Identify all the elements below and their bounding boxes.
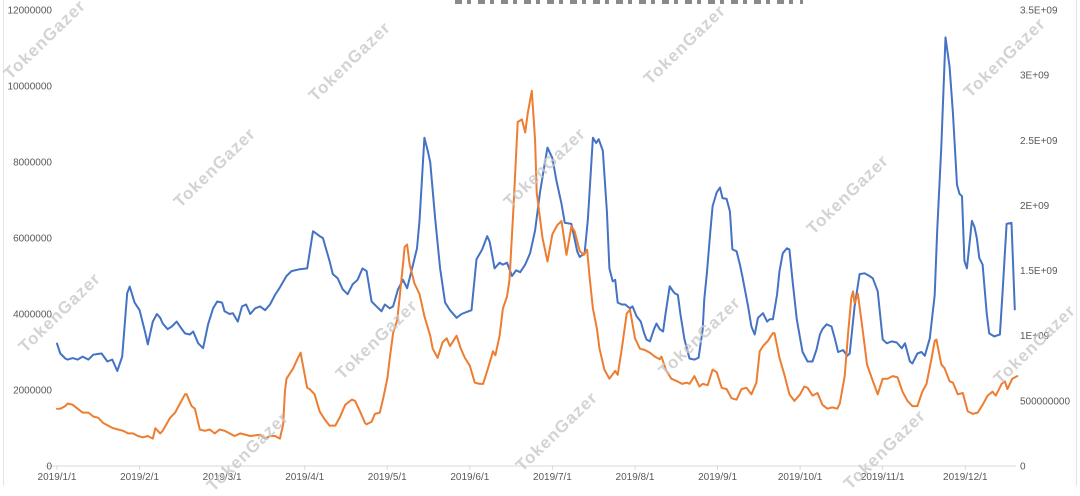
x-axis-label: 2019/9/1 — [698, 472, 737, 483]
y-axis-left-label: 8000000 — [13, 158, 52, 169]
y-axis-left-label: 12000000 — [8, 6, 53, 17]
x-axis-label: 2019/1/1 — [38, 472, 77, 483]
y-axis-right-label: 3E+09 — [1020, 71, 1050, 82]
x-axis-label: 2019/4/1 — [285, 472, 324, 483]
x-axis-label: 2019/12/1 — [943, 472, 988, 483]
y-axis-right-label: 2.5E+09 — [1020, 136, 1058, 147]
y-axis-right-label: 0 — [1020, 462, 1026, 473]
y-axis-right-label: 1E+09 — [1020, 331, 1050, 342]
blue-series — [56, 36, 1016, 372]
clipped-chart-title — [455, 0, 803, 4]
x-axis-label: 2019/10/1 — [778, 472, 823, 483]
y-axis-right-label: 3.5E+09 — [1020, 6, 1058, 17]
plot-area: 2019/1/1 2019/2/1 2019/3/1 2019/4/1 2019/5/1… — [8, 6, 1071, 484]
x-axis-label: 2019/11/1 — [861, 472, 905, 483]
y-axis-left-label: 2000000 — [13, 386, 52, 397]
y-axis-left-label: 0 — [46, 462, 52, 473]
orange-series — [56, 89, 1019, 440]
x-axis-label: 2019/5/1 — [368, 472, 407, 483]
x-axis-label: 2019/6/1 — [450, 472, 489, 483]
y-axis-right-label: 1.5E+09 — [1020, 266, 1058, 277]
x-axis-label: 2019/3/1 — [203, 472, 242, 483]
x-axis-label: 2019/8/1 — [616, 472, 655, 483]
y-axis-left-label: 4000000 — [13, 310, 52, 321]
chart-right-border — [1076, 0, 1077, 486]
chart-left-border — [3, 0, 4, 486]
x-axis-label: 2019/2/1 — [120, 472, 159, 483]
y-axis-left-label: 6000000 — [13, 234, 52, 245]
y-axis-left-label: 10000000 — [8, 82, 53, 93]
x-axis-label: 2019/7/1 — [533, 472, 572, 483]
y-axis-right-label: 500000000 — [1020, 396, 1070, 407]
y-axis-right-label: 2E+09 — [1020, 201, 1050, 212]
